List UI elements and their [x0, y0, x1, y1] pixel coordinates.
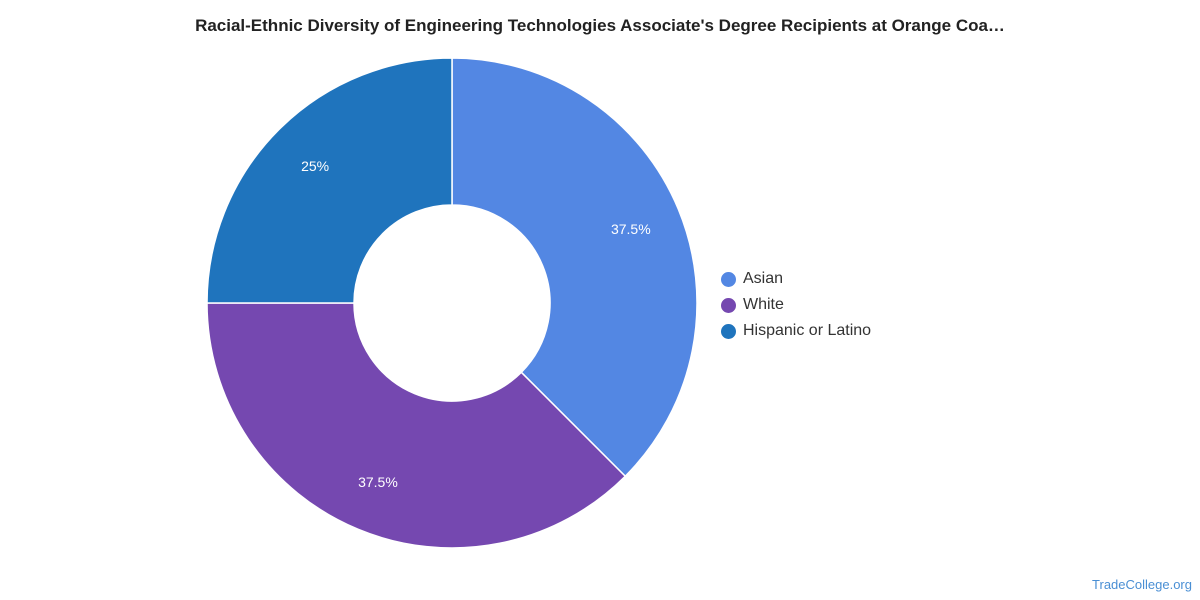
slice-label-hispanic-or-latino: 25%: [301, 158, 329, 174]
legend-label-white: White: [743, 296, 784, 313]
legend-swatch-white: [721, 297, 736, 313]
slice-label-asian: 37.5%: [611, 221, 651, 237]
slices-group: [206, 57, 698, 549]
slice-white[interactable]: [206, 302, 627, 549]
legend-label-hispanic-or-latino: Hispanic or Latino: [743, 322, 872, 339]
legend-swatch-hispanic-or-latino: [721, 323, 736, 339]
legend-label-asian: Asian: [743, 270, 784, 287]
chart-title: Racial-Ethnic Diversity of Engineering T…: [195, 16, 1005, 35]
legend: Asian White Hispanic or Latino: [721, 266, 871, 344]
legend-item-asian[interactable]: Asian: [721, 266, 871, 292]
slice-hispanic-or-latino[interactable]: [206, 57, 453, 304]
slice-label-white: 37.5%: [358, 474, 398, 490]
legend-item-white[interactable]: White: [721, 292, 871, 318]
slice-labels-group: 37.5% 37.5% 25%: [301, 158, 651, 490]
legend-swatch-asian: [721, 271, 736, 287]
source-link[interactable]: TradeCollege.org: [1092, 577, 1192, 592]
slice-asian[interactable]: [451, 57, 698, 478]
legend-item-hispanic-or-latino[interactable]: Hispanic or Latino: [721, 318, 871, 344]
